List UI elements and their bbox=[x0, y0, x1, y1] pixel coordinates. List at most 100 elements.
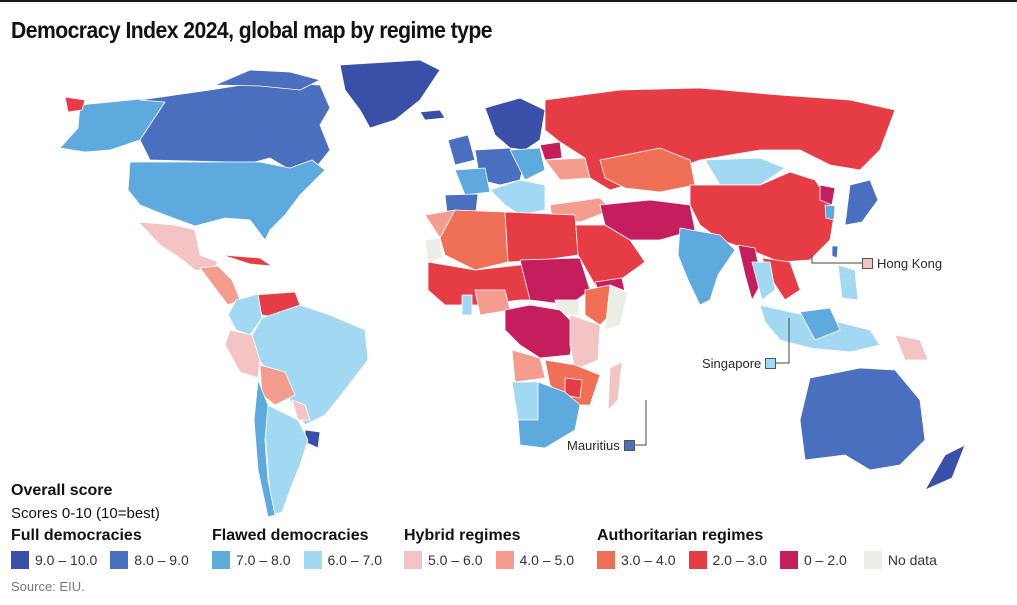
legend-label: 4.0 – 5.0 bbox=[519, 552, 575, 568]
legend-swatch bbox=[11, 551, 29, 569]
region-png bbox=[894, 334, 929, 361]
legend-swatch bbox=[404, 551, 422, 569]
legend-item: 3.0 – 4.0 bbox=[597, 551, 676, 569]
legend-swatch bbox=[597, 551, 615, 569]
region-zimbabwe bbox=[564, 377, 583, 399]
region-usa bbox=[127, 159, 326, 241]
region-algeria bbox=[439, 209, 509, 271]
singapore-swatch bbox=[765, 358, 777, 369]
region-japan bbox=[844, 179, 879, 226]
legend-swatch bbox=[863, 551, 882, 569]
region-new-zealand bbox=[924, 444, 966, 491]
region-libya-egypt bbox=[504, 211, 579, 263]
legend-group-hybrid-regimes: Hybrid regimes 5.0 – 6.0 4.0 – 5.0 bbox=[404, 527, 574, 569]
legend-group-title: Authoritarian regimes bbox=[597, 527, 764, 544]
legend-item: 4.0 – 5.0 bbox=[495, 551, 575, 569]
callout-mauritius: Mauritius bbox=[567, 438, 635, 453]
source-note: Source: EIU. bbox=[11, 579, 85, 594]
region-namibia bbox=[511, 381, 541, 421]
region-belarus bbox=[539, 141, 563, 161]
region-chile bbox=[253, 379, 276, 518]
chart-title: Democracy Index 2024, global map by regi… bbox=[11, 17, 492, 43]
legend-group-title: Hybrid regimes bbox=[404, 527, 521, 544]
region-france bbox=[454, 167, 491, 196]
legend-item: 9.0 – 10.0 bbox=[11, 551, 97, 569]
region-borneo bbox=[799, 307, 841, 341]
legend-subheading: Scores 0-10 (10=best) bbox=[11, 505, 160, 522]
singapore-leader bbox=[772, 318, 790, 364]
legend-item: 6.0 – 7.0 bbox=[303, 551, 383, 569]
callout-hong-kong: Hong Kong bbox=[862, 256, 942, 271]
region-philippines bbox=[837, 264, 859, 301]
legend-label: 3.0 – 4.0 bbox=[621, 552, 676, 568]
region-myanmar bbox=[737, 244, 763, 301]
legend-item: No data bbox=[863, 551, 937, 569]
region-argentina bbox=[264, 404, 309, 516]
region-italy-balkans bbox=[489, 179, 546, 216]
mauritius-swatch bbox=[623, 440, 635, 451]
legend-item: 7.0 – 8.0 bbox=[212, 551, 291, 569]
region-india bbox=[677, 227, 736, 306]
legend-swatch bbox=[110, 551, 129, 569]
region-somalia bbox=[604, 284, 629, 331]
region-central-america bbox=[199, 265, 241, 306]
callout-singapore: Singapore bbox=[702, 356, 777, 371]
hong-kong-swatch bbox=[862, 258, 873, 269]
region-east-africa bbox=[569, 314, 601, 371]
legend-item: 2.0 – 3.0 bbox=[688, 551, 768, 569]
legend-swatch bbox=[495, 551, 514, 569]
legend-swatch bbox=[780, 551, 798, 569]
mauritius-leader bbox=[634, 400, 647, 446]
region-central-europe bbox=[509, 147, 546, 181]
legend-item: 8.0 – 9.0 bbox=[110, 551, 189, 569]
region-angola bbox=[511, 349, 546, 383]
region-paraguay bbox=[291, 399, 311, 421]
legend-group-title: Flawed democracies bbox=[212, 527, 369, 544]
legend-group-flawed-democracies: Flawed democracies 7.0 – 8.0 6.0 – 7.0 bbox=[212, 527, 382, 569]
legend-swatch bbox=[303, 551, 322, 569]
region-congo bbox=[504, 304, 576, 359]
region-australia bbox=[799, 367, 926, 471]
region-ukraine bbox=[544, 157, 591, 181]
legend-swatch bbox=[688, 551, 707, 569]
legend-item: 5.0 – 6.0 bbox=[404, 551, 483, 569]
region-canada-arctic bbox=[214, 69, 321, 91]
legend-label: 2.0 – 3.0 bbox=[712, 552, 768, 568]
legend-group-title: Full democracies bbox=[11, 527, 142, 544]
region-cuba bbox=[221, 254, 273, 267]
legend-heading: Overall score bbox=[11, 482, 113, 499]
region-ghana bbox=[461, 294, 473, 316]
legend-item: 0 – 2.0 bbox=[780, 551, 847, 569]
callout-label: Mauritius bbox=[567, 438, 620, 453]
region-kazakhstan bbox=[599, 147, 696, 193]
legend-group-full-democracies: Full democracies 9.0 – 10.0 8.0 – 9.0 bbox=[11, 527, 189, 569]
callout-label: Singapore bbox=[702, 356, 762, 371]
region-greenland bbox=[339, 59, 441, 129]
region-taiwan bbox=[831, 245, 839, 259]
legend-label: 6.0 – 7.0 bbox=[327, 552, 383, 568]
region-scandinavia bbox=[484, 97, 546, 151]
legend-label: No data bbox=[887, 552, 937, 568]
hong-kong-leader bbox=[811, 255, 862, 264]
region-south-africa-botswana bbox=[517, 381, 581, 449]
legend-label: 5.0 – 6.0 bbox=[428, 552, 483, 568]
legend-label: 7.0 – 8.0 bbox=[236, 552, 291, 568]
region-peru bbox=[224, 329, 261, 379]
legend-group-authoritarian-regimes: Authoritarian regimes 3.0 – 4.0 2.0 – 3.… bbox=[597, 527, 937, 569]
legend-label: 0 – 2.0 bbox=[804, 552, 847, 568]
legend-label: 9.0 – 10.0 bbox=[35, 552, 98, 568]
top-rule bbox=[0, 0, 1017, 2]
region-mexico bbox=[137, 221, 219, 273]
legend-label: 8.0 – 9.0 bbox=[134, 552, 189, 568]
region-mongolia bbox=[704, 157, 786, 186]
region-western-sahara bbox=[424, 237, 443, 263]
region-canada bbox=[139, 81, 331, 171]
legend-swatch bbox=[212, 551, 230, 569]
region-iceland bbox=[419, 109, 446, 121]
region-thailand bbox=[751, 261, 776, 301]
callout-label: Hong Kong bbox=[877, 256, 943, 271]
region-south-korea bbox=[824, 204, 836, 221]
region-madagascar bbox=[607, 361, 623, 411]
region-china bbox=[689, 171, 836, 263]
region-uk-ireland bbox=[447, 134, 476, 166]
